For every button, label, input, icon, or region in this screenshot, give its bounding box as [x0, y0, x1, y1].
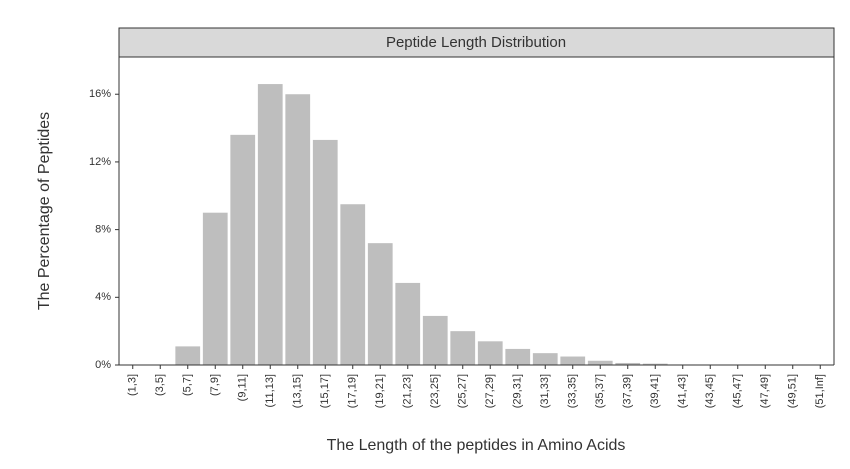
x-tick-label: (19,21]: [374, 374, 386, 408]
x-tick-label: (1,3]: [127, 374, 139, 396]
x-tick-label: (27,29]: [484, 374, 496, 408]
bar: [340, 204, 366, 365]
x-tick-label: (29,31]: [512, 374, 524, 408]
x-tick-label: (49,51]: [787, 374, 799, 408]
bar: [422, 315, 448, 365]
y-tick-label: 8%: [95, 224, 111, 236]
bar: [395, 282, 421, 365]
x-tick-label: (39,41]: [649, 374, 661, 408]
bar: [312, 139, 338, 365]
x-axis-title: The Length of the peptides in Amino Acid…: [327, 437, 626, 454]
bar: [642, 363, 668, 365]
bar: [285, 94, 311, 365]
x-tick-label: (5,7]: [182, 374, 194, 396]
x-tick-label: (7,9]: [209, 374, 221, 396]
bar: [505, 348, 531, 365]
strip: [118, 27, 835, 58]
bar: [477, 341, 503, 365]
x-tick-label: (21,23]: [402, 374, 414, 408]
x-tick-label: (15,17]: [319, 374, 331, 408]
x-tick-label: (3,5]: [154, 374, 166, 396]
y-tick-label: 16%: [89, 88, 111, 100]
bar: [587, 360, 613, 365]
bar: [450, 331, 476, 365]
x-tick-label: (11,13]: [264, 374, 276, 407]
bar: [532, 353, 558, 365]
chart-title: Peptide Length Distribution: [386, 34, 566, 51]
x-tick-label: (33,35]: [567, 374, 579, 408]
x-tick-label: (37,39]: [622, 374, 634, 408]
x-tick-label: (13,15]: [292, 374, 304, 408]
x-tick-label: (51,Inf]: [814, 374, 826, 408]
x-tick-label: (47,49]: [759, 374, 771, 408]
x-tick-label: (31,33]: [539, 374, 551, 408]
x-tick-label: (45,47]: [732, 374, 744, 408]
x-tick-label: (35,37]: [594, 374, 606, 408]
bar: [257, 84, 283, 366]
bar: [367, 243, 393, 365]
x-tick-label: (43,45]: [704, 374, 716, 408]
bar: [175, 346, 201, 365]
bar: [202, 212, 228, 365]
y-tick-label: 4%: [95, 291, 111, 303]
bar: [615, 362, 641, 365]
x-tick-label: (25,27]: [457, 374, 469, 408]
y-tick-label: 12%: [89, 156, 111, 168]
x-tick-label: (23,25]: [429, 374, 441, 408]
bar: [560, 356, 586, 365]
x-tick-label: (9,11]: [237, 374, 249, 401]
bar: [230, 134, 256, 365]
x-tick-label: (17,19]: [347, 374, 359, 408]
x-tick-label: (41,43]: [677, 374, 689, 408]
y-tick-label: 0%: [95, 359, 111, 371]
y-axis-title: The Percentage of Peptides: [36, 112, 53, 310]
